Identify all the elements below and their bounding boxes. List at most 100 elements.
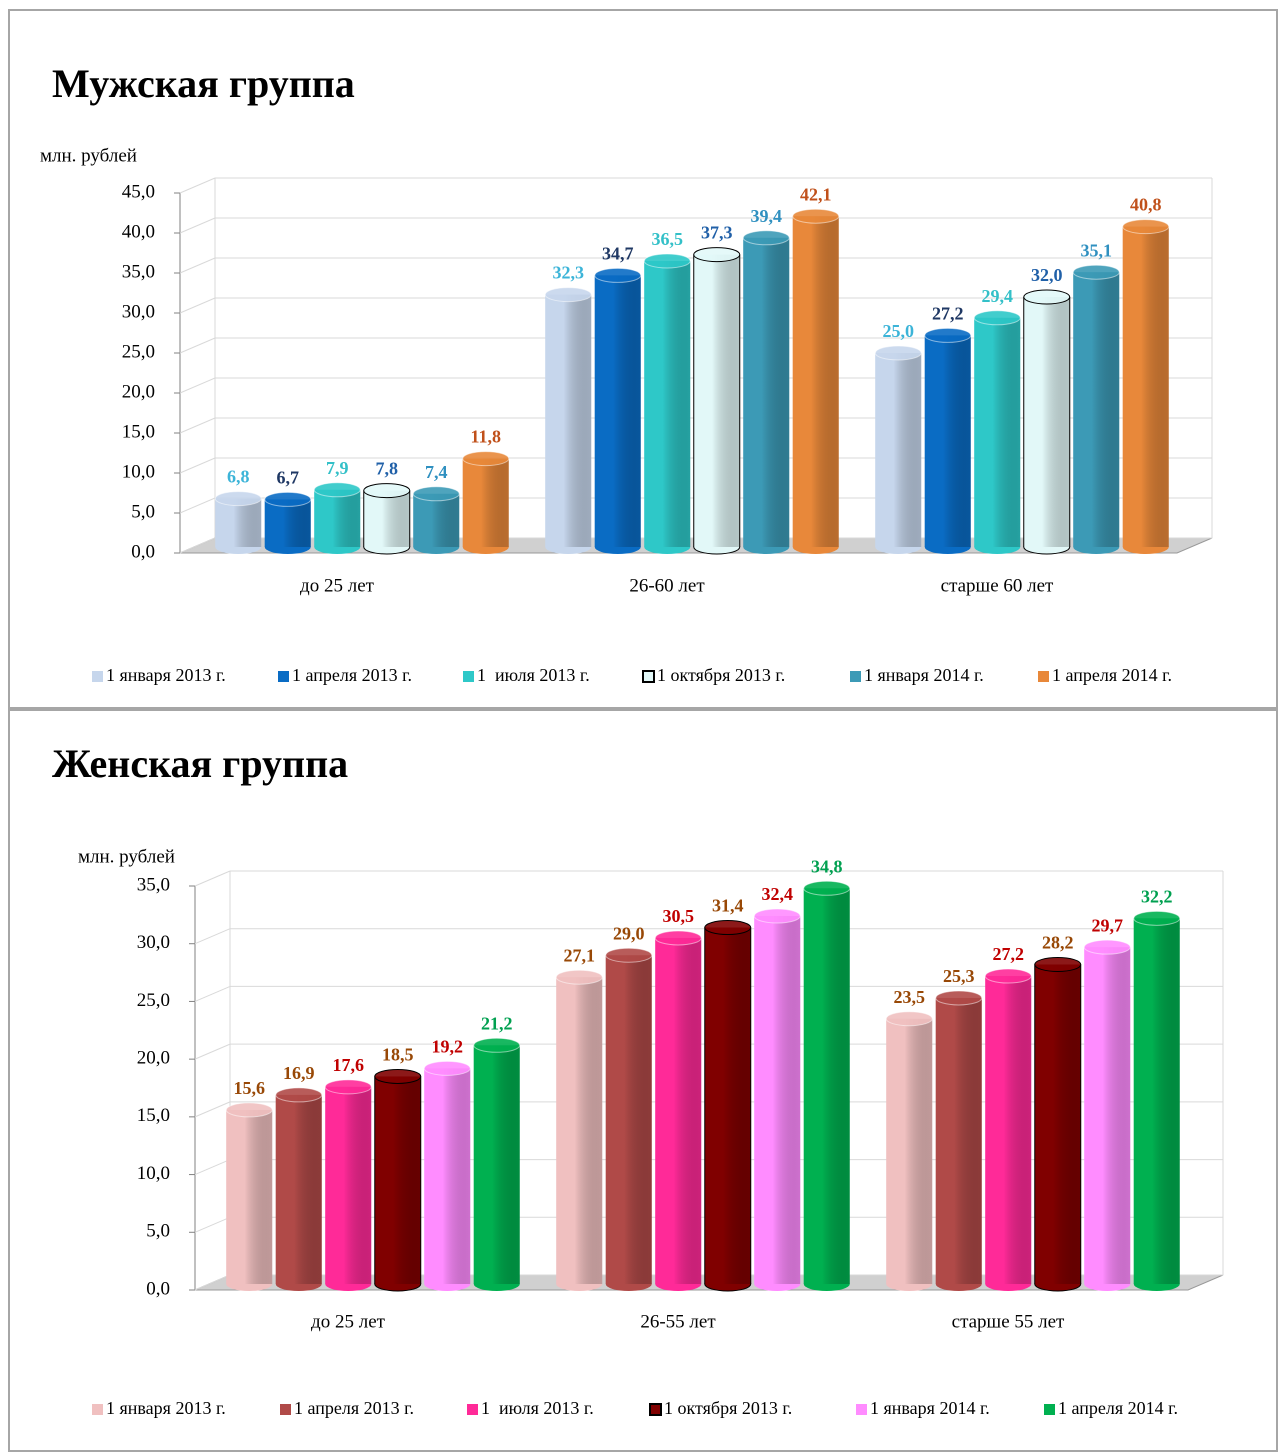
legend-swatch	[1038, 671, 1049, 682]
bar-top	[1034, 956, 1082, 972]
value-label: 27,1	[564, 945, 596, 965]
y-tick-label: 5,0	[146, 1221, 170, 1242]
bar-shade	[594, 275, 641, 547]
value-label: 6,7	[277, 468, 300, 488]
legend-swatch	[92, 1404, 103, 1415]
legend-label: 1 июля 2013 г.	[477, 665, 590, 685]
legend-swatch	[642, 670, 655, 683]
grid-line	[179, 297, 216, 314]
value-label: 27,2	[993, 944, 1025, 964]
bar-top	[214, 491, 262, 507]
value-label: 36,5	[652, 229, 684, 249]
bar-top	[1023, 289, 1071, 305]
grid-line	[179, 457, 216, 474]
value-label: 42,1	[800, 184, 832, 204]
frame	[8, 709, 1278, 1452]
grid-line	[179, 257, 216, 274]
value-label: 19,2	[432, 1037, 464, 1057]
frame	[8, 9, 1278, 709]
bar-top	[544, 287, 592, 303]
value-label: 17,6	[333, 1055, 365, 1075]
legend-swatch	[92, 671, 103, 682]
legend-label: 1 октября 2013 г.	[657, 665, 785, 685]
legend-label: 1 апреля 2013 г.	[294, 1398, 414, 1418]
x-tick-label: до 25 лет	[300, 575, 375, 596]
y-tick-label: 30,0	[137, 932, 170, 953]
grid-line	[194, 928, 231, 945]
bar-top	[363, 483, 411, 499]
bar-shade	[1084, 947, 1131, 1284]
bar-top	[742, 230, 790, 246]
value-label: 32,3	[553, 263, 585, 283]
bar-top	[1122, 219, 1170, 235]
y-tick-label: 10,0	[122, 461, 155, 482]
grid-line	[194, 1274, 231, 1291]
bar-top	[462, 451, 510, 467]
bar-shade	[473, 1045, 520, 1284]
legend-label: 1 апреля 2014 г.	[1052, 665, 1172, 685]
grid-line	[179, 377, 216, 394]
bar-top	[423, 1060, 471, 1076]
bar-shade	[605, 955, 652, 1284]
value-label: 29,4	[982, 286, 1014, 306]
legend-swatch	[280, 1404, 291, 1415]
value-label: 37,3	[701, 223, 733, 243]
legend-swatch	[278, 671, 289, 682]
value-label: 7,8	[376, 459, 399, 479]
bar-shade	[363, 490, 410, 547]
y-axis-label: млн. рублей	[40, 145, 137, 166]
bar-top	[704, 920, 752, 936]
value-label: 25,0	[883, 321, 915, 341]
value-label: 34,8	[811, 856, 843, 876]
value-label: 31,4	[712, 896, 744, 916]
x-tick-label: старше 60 лет	[941, 575, 1054, 596]
value-label: 32,2	[1141, 886, 1173, 906]
bar-shade	[275, 1094, 322, 1284]
y-axis-label: млн. рублей	[78, 846, 175, 867]
bar-shade	[704, 927, 751, 1284]
value-label: 11,8	[470, 427, 501, 447]
grid-line	[179, 177, 216, 194]
bar-shade	[754, 916, 801, 1284]
y-tick-label: 30,0	[122, 301, 155, 322]
grid-line	[179, 497, 216, 514]
value-label: 16,9	[283, 1063, 315, 1083]
y-tick-label: 35,0	[137, 874, 170, 895]
value-label: 29,7	[1092, 915, 1124, 935]
legend-swatch	[1044, 1404, 1055, 1415]
bar-shade	[1073, 272, 1120, 547]
bar-shade	[556, 977, 603, 1284]
bar-top	[792, 208, 840, 224]
x-tick-label: 26-60 лет	[629, 575, 705, 596]
bar-top	[1072, 264, 1120, 280]
value-label: 30,5	[663, 906, 695, 926]
bar-top	[594, 267, 642, 283]
legend-swatch	[463, 671, 474, 682]
legend-label: 1 января 2014 г.	[870, 1398, 990, 1418]
bar-top	[374, 1068, 422, 1084]
bar-top	[643, 253, 691, 269]
y-tick-label: 40,0	[122, 221, 155, 242]
chart-title: Мужская группа	[52, 61, 355, 106]
bar-top	[885, 1011, 933, 1027]
value-label: 15,6	[234, 1078, 266, 1098]
bar-shade	[655, 937, 702, 1284]
bar-shade	[985, 976, 1032, 1284]
grid-line	[194, 1159, 231, 1176]
bar-shade	[1133, 918, 1180, 1284]
x-tick-label: старше 55 лет	[952, 1311, 1065, 1332]
value-label: 40,8	[1130, 195, 1162, 215]
legend-label: 1 апреля 2013 г.	[292, 665, 412, 685]
legend-label: 1 июля 2013 г.	[481, 1398, 594, 1418]
x-tick-label: до 25 лет	[311, 1311, 386, 1332]
value-label: 7,4	[425, 462, 448, 482]
bar-shade	[413, 493, 460, 547]
bar-top	[984, 968, 1032, 984]
bar-top	[924, 327, 972, 343]
legend-label: 1 апреля 2014 г.	[1058, 1398, 1178, 1418]
bar-shade	[1023, 297, 1070, 547]
bar-top	[473, 1037, 521, 1053]
bar-top	[753, 908, 801, 924]
bar-shade	[226, 1109, 273, 1284]
bar-shade	[875, 353, 922, 547]
